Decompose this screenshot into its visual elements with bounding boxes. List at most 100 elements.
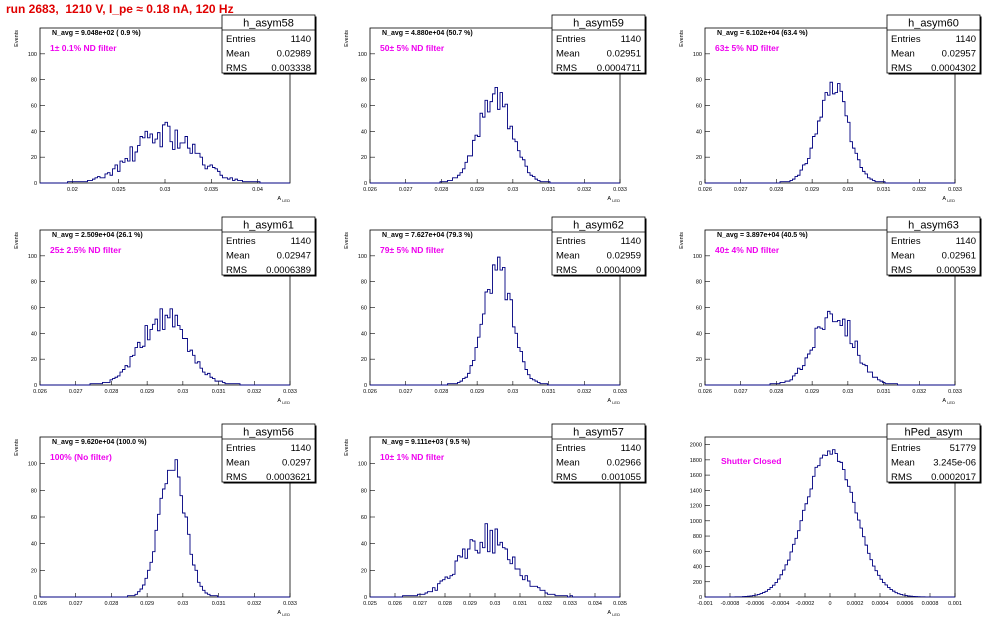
x-tick-label: 0.029 (470, 389, 484, 395)
stats-value: 0.0004711 (597, 63, 641, 74)
stats-label: RMS (556, 63, 577, 74)
x-tick-label: 0.026 (33, 389, 47, 395)
x-tick-label: 0.032 (247, 389, 261, 395)
x-tick-label: 0.032 (912, 187, 926, 193)
x-tick-label: 0.03 (507, 389, 518, 395)
x-tick-label: 0.031 (212, 389, 226, 395)
y-tick-label: 60 (31, 104, 37, 110)
y-tick-label: 40 (361, 331, 367, 337)
filter-note: 100% (No filter) (50, 452, 112, 462)
x-tick-label: 0.027 (734, 389, 748, 395)
stats-title: h_asym61 (243, 220, 294, 232)
y-tick-label: 100 (693, 52, 702, 58)
y-tick-label: 1600 (690, 473, 702, 479)
x-tick-label: 0.026 (363, 389, 377, 395)
histogram-line (370, 86, 620, 184)
stats-label: Entries (891, 34, 921, 45)
histogram-panel-h_asym59: 0 20 40 60 80 100 0.026 0.027 0.028 0.029 0.03 0.03… (344, 14, 647, 203)
x-tick-label: 0.028 (438, 601, 452, 607)
x-tick-label: 0.0008 (922, 601, 939, 607)
x-tick-label: 0.034 (588, 601, 602, 607)
stats-value: 0.02957 (942, 49, 976, 60)
stats-value: 1140 (291, 34, 311, 45)
x-tick-label: 0.029 (140, 601, 154, 607)
x-tick-label: 0.033 (283, 389, 297, 395)
stats-label: RMS (226, 265, 247, 276)
stats-value: 0.0004302 (931, 63, 976, 74)
y-tick-label: 100 (693, 254, 702, 260)
stats-box (221, 216, 316, 276)
x-tick-label: 0.032 (577, 187, 591, 193)
stats-box (551, 423, 646, 483)
x-tick-label: 0.027 (69, 601, 83, 607)
y-axis-label: Events (344, 439, 350, 456)
y-tick-label: 20 (31, 357, 37, 363)
x-tick-label: 0.028 (770, 187, 784, 193)
x-tick-label: 0.031 (542, 389, 556, 395)
x-axis-label: A LED (607, 398, 620, 405)
y-tick-label: 40 (361, 542, 367, 548)
x-axis-label: A LED (942, 196, 955, 203)
x-tick-label: -0.0006 (746, 601, 765, 607)
x-tick-label: 0.03 (507, 187, 518, 193)
stats-box (551, 216, 646, 276)
y-tick-label: 40 (31, 542, 37, 548)
stats-label: Mean (556, 458, 580, 469)
y-tick-label: 20 (361, 357, 367, 363)
histogram-panel-h_asym58: 0 20 40 60 80 100 0.02 0.025 0.03 0.035 0.04 Events… (14, 14, 317, 203)
y-tick-label: 40 (361, 129, 367, 135)
y-tick-label: 60 (361, 515, 367, 521)
stats-label: RMS (226, 63, 247, 74)
x-tick-label: 0.029 (470, 187, 484, 193)
stats-value: 1140 (956, 34, 976, 45)
x-tick-label: 0.0002 (847, 601, 864, 607)
y-axis-label: Events (679, 30, 685, 47)
y-tick-label: 60 (361, 306, 367, 312)
y-tick-label: 600 (693, 549, 702, 555)
stats-value: 1140 (956, 236, 976, 247)
x-axis-label: A LED (607, 196, 620, 203)
y-tick-label: 20 (696, 155, 702, 161)
stats-title: h_asym58 (243, 18, 294, 30)
x-tick-label: 0.029 (805, 389, 819, 395)
stats-title: hPed_asym (904, 427, 962, 439)
filter-note: 1± 0.1% ND filter (50, 43, 117, 53)
x-tick-label: 0.0004 (872, 601, 889, 607)
histogram-panel-h_asym62: 0 20 40 60 80 100 0.026 0.027 0.028 0.029 0.03 0.03… (344, 216, 647, 405)
histogram-panel-h_asym57: 0 20 40 60 80 100 0.025 0.026 0.027 0.028 0.029 0.0… (344, 423, 647, 617)
histogram-line (705, 310, 955, 386)
histogram-panel-hPed_asym: 0 200 400 600 800 1000 1200 1400 1600 1800 2000 -0.… (690, 423, 982, 607)
y-tick-label: 100 (28, 52, 37, 58)
stats-title: h_asym62 (573, 220, 624, 232)
x-axis-label: A LED (942, 398, 955, 405)
x-tick-label: 0.03 (842, 187, 853, 193)
x-tick-label: 0.033 (283, 601, 297, 607)
run-title: run 2683, 1210 V, I_pe ≈ 0.18 nA, 120 Hz (6, 2, 234, 16)
stats-value: 1140 (291, 443, 311, 454)
y-tick-label: 60 (696, 306, 702, 312)
stats-label: Entries (556, 34, 586, 45)
histogram-panel-h_asym63: 0 20 40 60 80 100 0.026 0.027 0.028 0.029 0.03 0.03… (679, 216, 982, 405)
x-tick-label: 0.031 (212, 601, 226, 607)
y-tick-label: 100 (358, 52, 367, 58)
y-tick-label: 100 (28, 462, 37, 468)
y-axis-label: Events (14, 232, 20, 249)
stats-label: Mean (891, 458, 915, 469)
stats-value: 0.02961 (942, 251, 976, 262)
stats-box (886, 14, 981, 74)
stats-label: Mean (226, 251, 250, 262)
stats-label: Mean (891, 251, 915, 262)
stats-title: h_asym56 (243, 427, 294, 439)
stats-title: h_asym59 (573, 18, 624, 30)
histogram-line (40, 308, 290, 386)
histogram-line (40, 121, 290, 184)
histogram-panel-h_asym60: 0 20 40 60 80 100 0.026 0.027 0.028 0.029 0.03 0.03… (679, 14, 982, 203)
stats-value: 0.02966 (607, 458, 641, 469)
y-tick-label: 2000 (690, 443, 702, 449)
stats-value: 3.245e-06 (933, 458, 976, 469)
y-tick-label: 40 (696, 129, 702, 135)
y-tick-label: 0 (34, 595, 37, 601)
y-tick-label: 80 (361, 280, 367, 286)
y-tick-label: 40 (31, 129, 37, 135)
